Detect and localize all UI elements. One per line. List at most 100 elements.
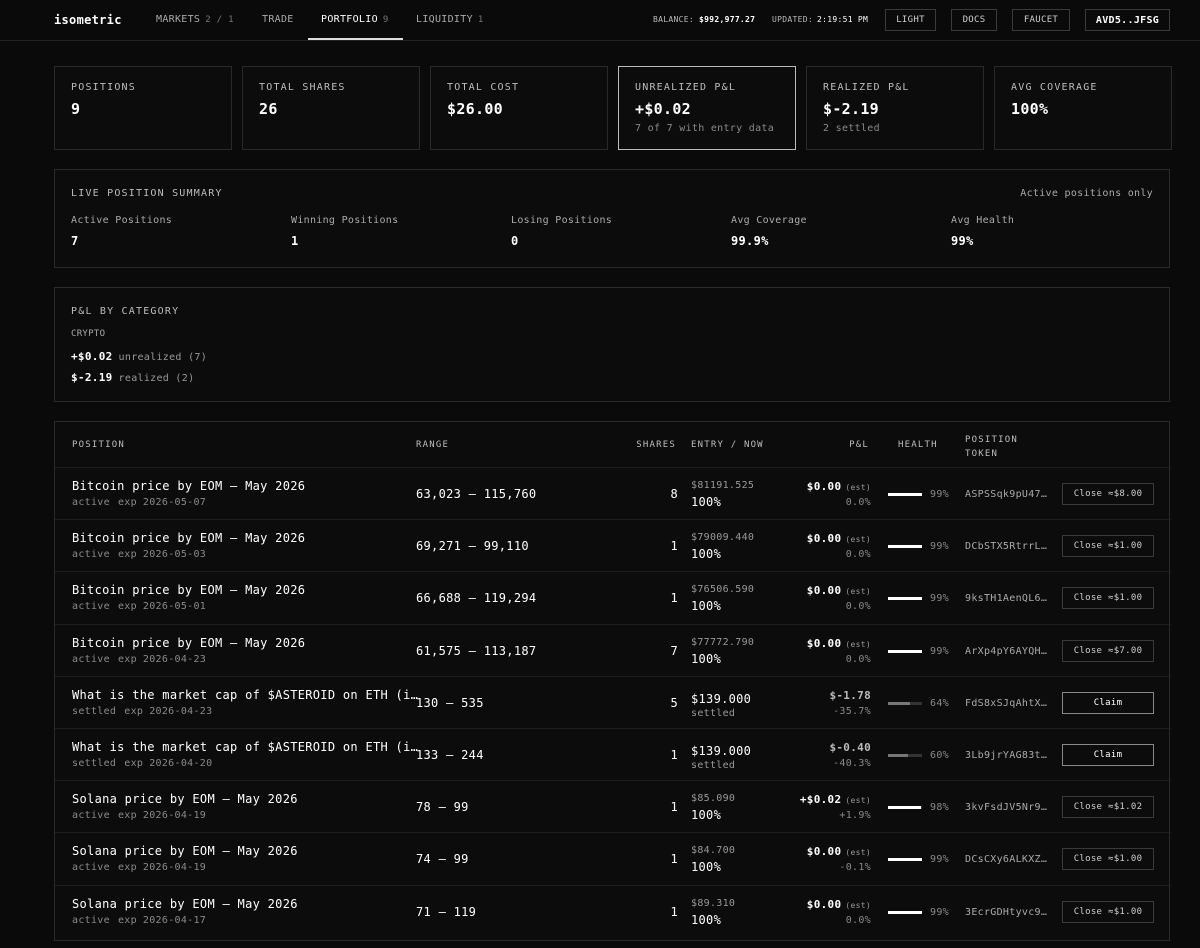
entry: $85.090 xyxy=(691,793,736,805)
table-header: P&L xyxy=(849,440,869,450)
health-pct: 64% xyxy=(930,697,949,709)
pnl-value: $0.00 xyxy=(806,480,842,493)
pnl: $0.00 (est) xyxy=(807,898,871,911)
nav-tab[interactable]: LIQUIDITY 1 xyxy=(416,14,484,25)
stat-note: 2 settled xyxy=(823,123,880,134)
stat-value: 100% xyxy=(1011,100,1049,118)
nav-button[interactable]: LIGHT xyxy=(885,9,936,31)
status: settled xyxy=(72,705,117,717)
entry: $81191.525 xyxy=(691,480,755,491)
position-sub: active exp 2026-04-19 xyxy=(72,862,206,873)
shares: 1 xyxy=(670,748,678,762)
category-value: $-2.19 xyxy=(71,371,113,384)
health-bar xyxy=(888,545,922,549)
now: 100% xyxy=(691,651,722,666)
stat-card: UNREALIZED P&L +$0.02 7 of 7 with entry da… xyxy=(618,66,796,150)
table-row: What is the market cap of $ASTEROID on E… xyxy=(55,675,1171,728)
summary-panel: LIVE POSITION SUMMARY Active positions on… xyxy=(54,169,1170,268)
position-sub: active exp 2026-05-03 xyxy=(72,549,206,560)
pnl-pct: 0.0% xyxy=(845,914,871,926)
health-track xyxy=(888,597,922,601)
token: FdS8xSJqAhtX… xyxy=(965,697,1048,709)
pnl: $0.00 (est) xyxy=(807,637,871,650)
action-button[interactable]: Close ≈$1.00 xyxy=(1062,848,1154,871)
table-header: SHARES xyxy=(636,440,676,450)
summary-value: 7 xyxy=(71,234,79,248)
nav-tab[interactable]: PORTFOLIO 9 xyxy=(321,14,389,25)
table-row: Bitcoin price by EOM — May 2026 active exp… xyxy=(55,467,1171,519)
table-row: Bitcoin price by EOM — May 2026 active exp… xyxy=(55,519,1171,571)
nav-tab[interactable]: MARKETS 2 / 1 xyxy=(156,14,234,25)
range: 69,271 – 99,110 xyxy=(416,539,529,554)
position-sub: active exp 2026-04-19 xyxy=(72,810,206,821)
positions-table: POSITION RANGE SHARES ENTRY / NOW P&L HEALTH P… xyxy=(54,421,1171,941)
action-button[interactable]: Claim xyxy=(1062,744,1154,766)
health-track xyxy=(888,545,922,549)
status: active xyxy=(72,549,110,561)
pnl: $0.00 (est) xyxy=(807,845,871,858)
pnl-value: $0.00 xyxy=(806,636,842,650)
stat-card: TOTAL SHARES 26 xyxy=(242,66,420,150)
position-sub: active exp 2026-04-23 xyxy=(72,654,206,665)
range: 61,575 – 113,187 xyxy=(416,643,537,658)
nav-button[interactable]: FAUCET xyxy=(1012,9,1070,31)
action-button[interactable]: Close ≈$1.00 xyxy=(1062,900,1154,923)
position-title: Solana price by EOM — May 2026 xyxy=(72,844,298,859)
health-pct: 98% xyxy=(930,802,949,814)
entry: $76506.590 xyxy=(691,584,755,596)
updated: 2:19:51 PM xyxy=(817,15,869,24)
table-header: POSITION TOKEN xyxy=(965,435,1018,459)
action-button[interactable]: Close ≈$1.02 xyxy=(1062,796,1154,819)
exp-date: 2026-04-23 xyxy=(149,705,213,717)
stat-label: TOTAL SHARES xyxy=(259,82,346,93)
health-pct: 99% xyxy=(930,854,949,866)
now: 100% xyxy=(691,547,722,562)
token: DCsCXy6ALKXZ… xyxy=(965,854,1048,866)
pnl-value: $0.00 xyxy=(806,897,842,911)
pnl-pct: 0.0% xyxy=(845,497,871,508)
nav-button[interactable]: DOCS xyxy=(951,9,997,31)
action-button[interactable]: Close ≈$1.00 xyxy=(1062,535,1154,558)
tab-label: LIQUIDITY xyxy=(416,14,473,25)
exp-date: 2026-05-01 xyxy=(142,601,207,613)
action-button[interactable]: Claim xyxy=(1062,691,1154,714)
health-track xyxy=(888,754,922,757)
position-sub: active exp 2026-05-01 xyxy=(72,601,206,612)
nav-tab[interactable]: TRADE xyxy=(262,14,294,25)
range: 74 – 99 xyxy=(416,852,469,867)
shares: 1 xyxy=(670,591,678,606)
status: active xyxy=(72,497,110,508)
tab-count: 9 xyxy=(382,15,389,25)
token: ArXp4pY6AYQH… xyxy=(965,645,1048,657)
health-bar xyxy=(888,910,922,914)
action-button[interactable]: Close ≈$7.00 xyxy=(1062,639,1154,662)
summary-value: 1 xyxy=(291,234,299,248)
category-line: $-2.19 realized (2) xyxy=(71,371,194,384)
position-sub: active exp 2026-04-17 xyxy=(72,915,206,926)
balance: $992,977.27 xyxy=(699,15,756,24)
shares: 1 xyxy=(670,904,678,919)
pnl-tag: (est) xyxy=(845,848,871,858)
pnl-pct: +1.9% xyxy=(839,810,871,822)
stat-card: POSITIONS 9 xyxy=(54,66,232,150)
now: 100% xyxy=(691,860,722,875)
position-sub: settled exp 2026-04-20 xyxy=(72,758,212,769)
table-header: POSITION xyxy=(72,440,125,450)
health-pct: 99% xyxy=(930,541,949,553)
tab-count: 1 xyxy=(477,15,484,25)
stat-value: +$0.02 xyxy=(635,100,691,118)
action-button[interactable]: Close ≈$8.00 xyxy=(1062,483,1154,505)
table-header: RANGE xyxy=(416,440,450,450)
pnl-value: $0.00 xyxy=(806,845,842,859)
health-track xyxy=(888,806,922,810)
stat-card: REALIZED P&L $-2.19 2 settled xyxy=(806,66,984,150)
pnl-value: $-1.78 xyxy=(829,688,871,702)
pnl-tag: (est) xyxy=(845,483,871,492)
pnl-tag: (est) xyxy=(845,639,871,649)
health-track xyxy=(888,701,922,705)
category-name: CRYPTO xyxy=(71,329,106,339)
action-button[interactable]: Close ≈$1.00 xyxy=(1062,587,1154,610)
nav-button[interactable]: AVD5..JFSG xyxy=(1085,9,1170,31)
token: DCbSTX5RtrrL… xyxy=(965,541,1048,553)
